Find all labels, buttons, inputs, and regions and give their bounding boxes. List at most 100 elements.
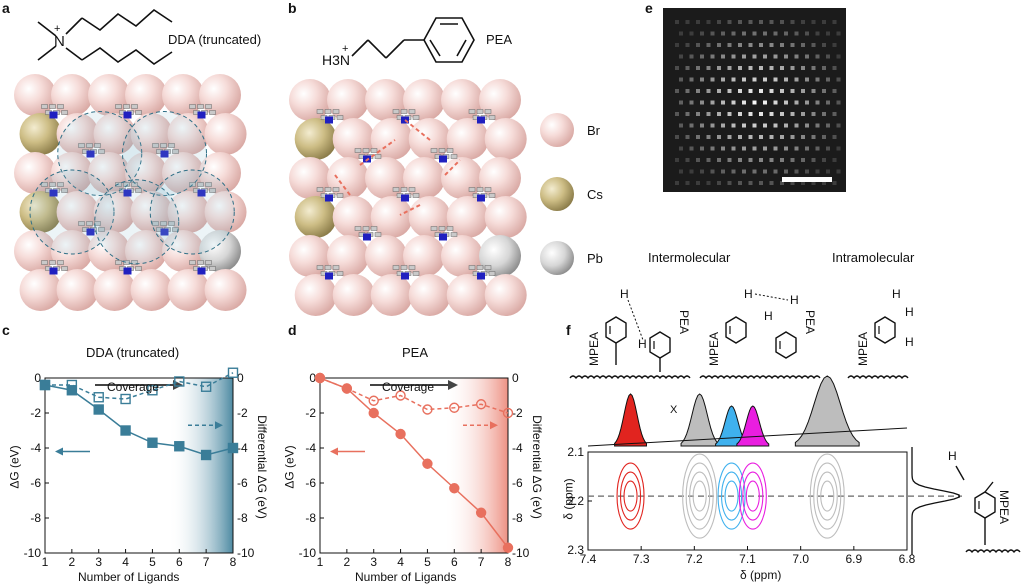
lattice-dot [731, 77, 736, 82]
scheme-label: H [620, 287, 629, 301]
lattice-dot [738, 66, 742, 70]
lattice-dot [700, 31, 704, 36]
lattice-dot [811, 66, 816, 70]
lattice-dot [706, 66, 711, 70]
chart-c-title: DDA (truncated) [86, 345, 180, 360]
benzene-ring [775, 331, 797, 359]
contour [742, 471, 764, 521]
lattice-dot [738, 20, 742, 24]
data-point [200, 449, 212, 461]
ligand-bond [430, 148, 438, 153]
atom-sphere [19, 191, 62, 233]
series-line [319, 377, 509, 549]
lattice-dot [832, 66, 837, 70]
lattice-dot [794, 100, 799, 105]
legend-cs-label: Cs [587, 187, 603, 202]
ligand-bond [438, 148, 446, 153]
ligand-bond [476, 109, 484, 114]
lattice-dot [717, 20, 721, 24]
lattice-dot [815, 54, 820, 59]
data-point [120, 425, 131, 436]
lattice-dot [763, 31, 767, 36]
x-tick-label: 8 [230, 555, 237, 569]
lattice-dot [790, 43, 795, 47]
ligand [354, 226, 382, 241]
lattice-dot [706, 158, 711, 162]
lattice-dot [780, 89, 784, 93]
lattice-dot [805, 123, 809, 128]
lattice-dot [815, 146, 820, 151]
lattice-dot [685, 181, 690, 185]
y-tick-label: -10 [24, 546, 42, 560]
ligand-bond [57, 260, 64, 265]
data-point [422, 458, 433, 469]
lattice-dot [710, 31, 715, 36]
ligand-bond [468, 109, 476, 114]
lattice-dot [685, 112, 690, 116]
data-point [314, 372, 326, 384]
lattice-dot [706, 112, 711, 116]
lattice-dot [773, 77, 778, 82]
lattice-dot [700, 54, 704, 59]
data-point [449, 483, 460, 494]
ligand-bond [98, 227, 105, 232]
legend-pb-sphere [540, 241, 574, 275]
lattice-dot [790, 20, 795, 24]
x-tick-label: 3 [95, 555, 102, 569]
ligand [392, 109, 420, 124]
lattice-dot [805, 77, 809, 82]
scheme-label: H [744, 287, 753, 301]
lattice-dot [780, 135, 784, 139]
scheme-label: H [892, 287, 901, 301]
atom-sphere [93, 113, 136, 155]
lattice-dot [790, 89, 795, 93]
atom-sphere [446, 274, 489, 316]
ligand-bond [362, 148, 370, 153]
contour [692, 480, 707, 512]
x-tick-label: 7 [478, 555, 485, 569]
interaction-arrow [404, 119, 431, 141]
lattice-dot [752, 54, 757, 59]
lattice-dot [727, 135, 732, 139]
lattice-dot [773, 100, 778, 105]
chart-c-xlabel: Number of Ligands [78, 570, 180, 584]
lattice-dot [689, 100, 694, 105]
ligand-bond [332, 265, 340, 270]
lattice-dot [763, 146, 767, 151]
ligand-bond [400, 265, 408, 270]
lattice-dot [759, 135, 763, 139]
lattice-dot [742, 31, 746, 36]
lattice-dot [811, 112, 816, 116]
ligand-bond [57, 104, 64, 109]
nitrogen-atom [439, 233, 447, 241]
scheme-label: H [638, 337, 647, 351]
lattice-dot [784, 169, 788, 174]
x-tick-label: 7.2 [686, 552, 703, 566]
atom-sphere [484, 274, 527, 316]
lattice-dot [794, 123, 799, 128]
ligand [316, 187, 344, 202]
lattice-dot [801, 89, 805, 93]
lattice-dot [826, 146, 830, 151]
footprint-circle [57, 111, 143, 196]
lattice-dot [826, 77, 830, 82]
lattice-dot [721, 100, 725, 105]
scheme-label: MPEA [707, 332, 721, 366]
scheme-label: MPEA [587, 332, 601, 366]
y2-tick-label: 0 [512, 371, 519, 385]
data-point [93, 392, 104, 403]
ligand-bond [336, 115, 344, 120]
ligand-bond [197, 104, 204, 109]
plot-frame [319, 377, 509, 554]
lattice-dot [727, 43, 732, 47]
lattice-dot [710, 169, 715, 174]
contour [682, 453, 718, 539]
ligand-bond [41, 260, 48, 265]
lattice-dot [679, 169, 683, 174]
ligand-bond [354, 226, 362, 231]
lattice-dot [706, 20, 711, 24]
lattice-dot [780, 181, 784, 185]
lattice-dot [710, 146, 715, 151]
lattice-dot [675, 43, 679, 47]
x-tick-label: 5 [424, 555, 431, 569]
